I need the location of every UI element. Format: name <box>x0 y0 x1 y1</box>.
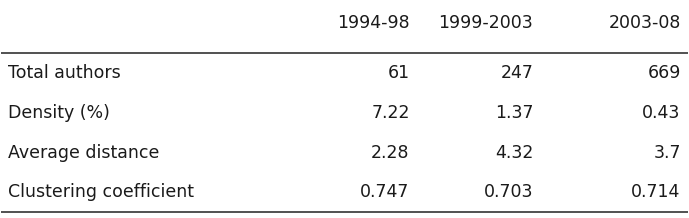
Text: 4.32: 4.32 <box>495 144 533 162</box>
Text: Clustering coefficient: Clustering coefficient <box>8 183 194 201</box>
Text: 1999-2003: 1999-2003 <box>438 14 533 32</box>
Text: 2.28: 2.28 <box>371 144 410 162</box>
Text: 0.747: 0.747 <box>360 183 410 201</box>
Text: 1994-98: 1994-98 <box>337 14 410 32</box>
Text: 0.703: 0.703 <box>484 183 533 201</box>
Text: 2003-08: 2003-08 <box>608 14 681 32</box>
Text: Average distance: Average distance <box>8 144 160 162</box>
Text: 0.714: 0.714 <box>631 183 681 201</box>
Text: 7.22: 7.22 <box>371 104 410 122</box>
Text: 247: 247 <box>500 64 533 82</box>
Text: 0.43: 0.43 <box>642 104 681 122</box>
Text: Total authors: Total authors <box>8 64 121 82</box>
Text: 3.7: 3.7 <box>653 144 681 162</box>
Text: 669: 669 <box>648 64 681 82</box>
Text: 61: 61 <box>388 64 410 82</box>
Text: 1.37: 1.37 <box>495 104 533 122</box>
Text: Density (%): Density (%) <box>8 104 110 122</box>
